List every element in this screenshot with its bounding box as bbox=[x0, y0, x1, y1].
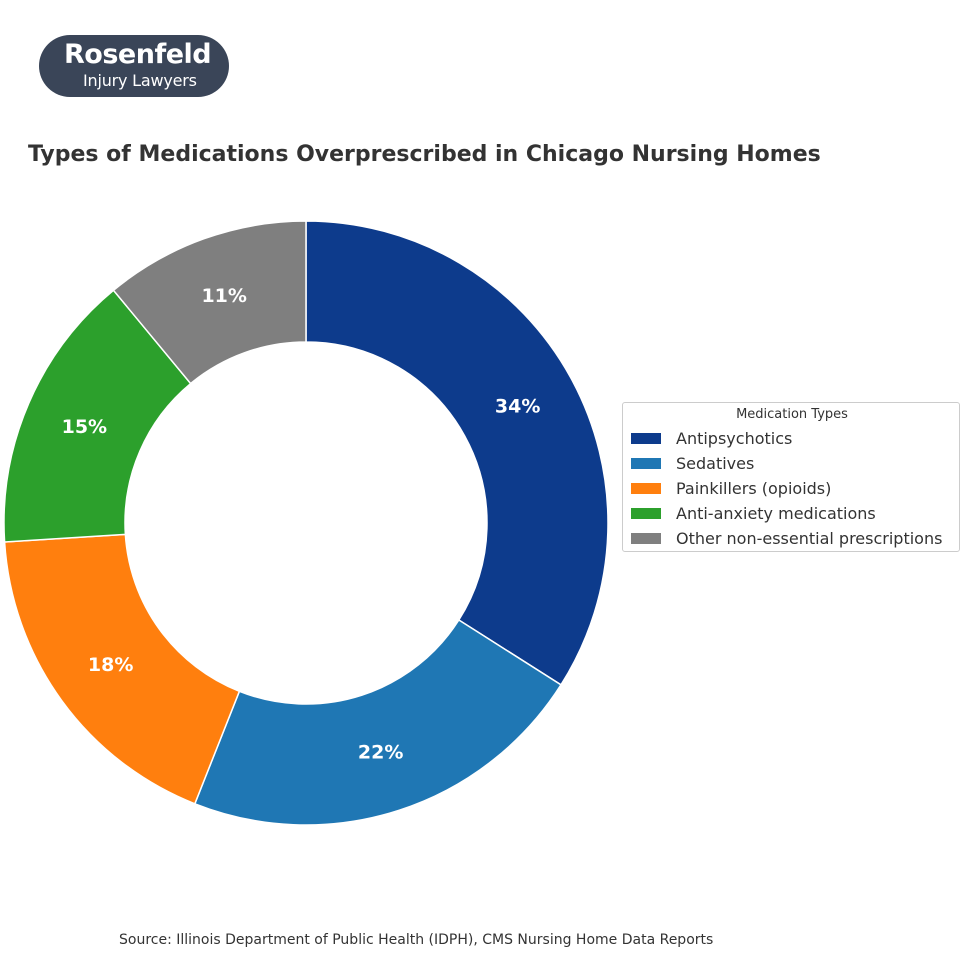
logo-tagline: Injury Lawyers bbox=[83, 71, 197, 90]
legend-swatch bbox=[631, 508, 661, 519]
slice-sedatives bbox=[193, 618, 563, 826]
legend-label: Anti-anxiety medications bbox=[676, 504, 876, 523]
legend-swatch bbox=[631, 483, 661, 494]
logo: Rosenfeld Injury Lawyers bbox=[39, 35, 229, 97]
slice-label: 18% bbox=[88, 654, 133, 676]
slice-antipsychotics bbox=[305, 220, 609, 686]
slice-other-non-essential-prescriptions bbox=[112, 220, 307, 385]
legend-label: Antipsychotics bbox=[676, 429, 793, 448]
legend-swatch bbox=[631, 433, 661, 444]
logo-name: Rosenfeld bbox=[64, 39, 212, 70]
donut-chart: 34% 22% 18% 15% 11% bbox=[3, 220, 609, 826]
legend-swatch bbox=[631, 458, 661, 469]
slice-painkillers-opioids bbox=[3, 533, 241, 805]
slice-label: 11% bbox=[201, 285, 246, 307]
slice-label: 15% bbox=[62, 416, 107, 438]
legend-title: Medication Types bbox=[736, 407, 848, 422]
legend-label: Sedatives bbox=[676, 454, 755, 473]
legend-swatch bbox=[631, 533, 661, 544]
legend-label: Other non-essential prescriptions bbox=[676, 529, 943, 548]
chart-title: Types of Medications Overprescribed in C… bbox=[28, 142, 821, 167]
slice-label: 22% bbox=[358, 742, 403, 764]
legend-label: Painkillers (opioids) bbox=[676, 479, 832, 498]
legend: Medication Types Antipsychotics Sedatives… bbox=[622, 402, 960, 552]
source-note: Source: Illinois Department of Public He… bbox=[119, 932, 714, 948]
slice-label: 34% bbox=[495, 396, 540, 418]
